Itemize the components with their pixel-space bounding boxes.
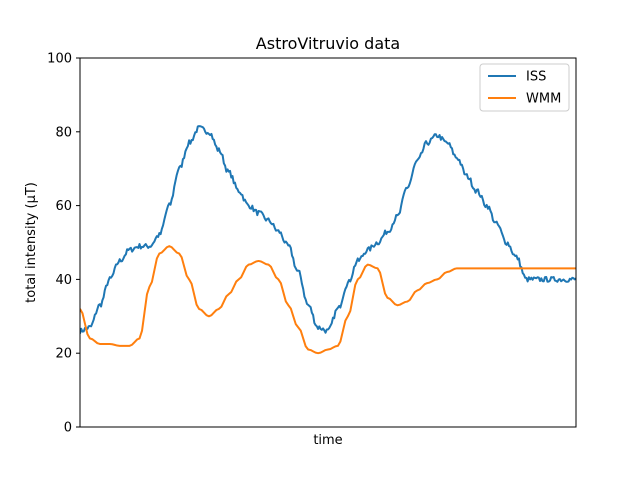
legend: ISS WMM <box>479 63 570 112</box>
legend-label-wmm: WMM <box>526 92 561 107</box>
plot-frame <box>79 57 577 428</box>
series-line-iss <box>80 125 576 334</box>
y-tick-label: 40 <box>55 273 72 288</box>
y-tick-label: 0 <box>64 421 72 436</box>
y-axis-label: total intensity (µT) <box>24 182 39 303</box>
y-tick-label: 60 <box>55 199 72 214</box>
x-axis-label: time <box>313 433 342 448</box>
y-tick-label: 80 <box>55 125 72 140</box>
y-tick-label: 100 <box>47 52 72 67</box>
series-line-wmm <box>80 245 576 355</box>
plot-area <box>80 125 576 355</box>
legend-label-iss: ISS <box>526 70 546 85</box>
y-axis-ticks: 0 20 40 60 80 100 <box>47 52 80 436</box>
chart-title: AstroVitruvio data <box>256 34 400 53</box>
y-tick-label: 20 <box>55 347 72 362</box>
